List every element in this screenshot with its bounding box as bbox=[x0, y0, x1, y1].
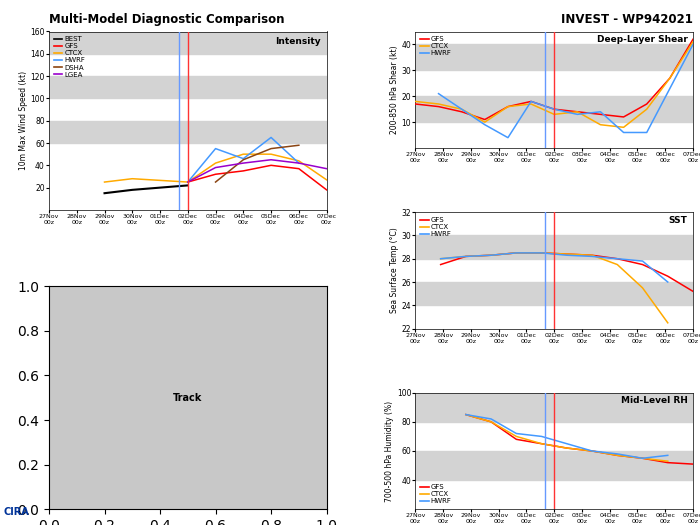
Legend: GFS, CTCX, HWRF: GFS, CTCX, HWRF bbox=[419, 35, 453, 58]
Text: INVEST - WP942021: INVEST - WP942021 bbox=[561, 13, 693, 26]
Text: Multi-Model Diagnostic Comparison: Multi-Model Diagnostic Comparison bbox=[49, 13, 284, 26]
Text: Deep-Layer Shear: Deep-Layer Shear bbox=[596, 35, 687, 44]
Bar bbox=[49, 32, 327, 54]
Text: SST: SST bbox=[668, 216, 687, 225]
Y-axis label: 700-500 hPa Humidity (%): 700-500 hPa Humidity (%) bbox=[385, 401, 394, 501]
Text: Mid-Level RH: Mid-Level RH bbox=[621, 396, 687, 405]
Legend: GFS, CTCX, HWRF: GFS, CTCX, HWRF bbox=[419, 483, 453, 506]
Bar bbox=[415, 235, 693, 259]
Bar bbox=[49, 76, 327, 98]
Text: CIRA: CIRA bbox=[4, 507, 29, 517]
Text: Track: Track bbox=[173, 393, 202, 403]
Bar bbox=[415, 45, 693, 70]
Legend: BEST, GFS, CTCX, HWRF, DSHA, LGEA: BEST, GFS, CTCX, HWRF, DSHA, LGEA bbox=[52, 35, 87, 79]
Y-axis label: Sea Surface Temp (°C): Sea Surface Temp (°C) bbox=[390, 227, 399, 313]
Bar bbox=[49, 121, 327, 143]
Text: Intensity: Intensity bbox=[275, 37, 321, 46]
Legend: GFS, CTCX, HWRF: GFS, CTCX, HWRF bbox=[419, 216, 453, 238]
Y-axis label: 200-850 hPa Shear (kt): 200-850 hPa Shear (kt) bbox=[390, 46, 399, 134]
Y-axis label: 10m Max Wind Speed (kt): 10m Max Wind Speed (kt) bbox=[19, 71, 27, 170]
Bar bbox=[415, 96, 693, 122]
Bar bbox=[415, 451, 693, 480]
Bar bbox=[415, 393, 693, 422]
Bar bbox=[415, 282, 693, 306]
